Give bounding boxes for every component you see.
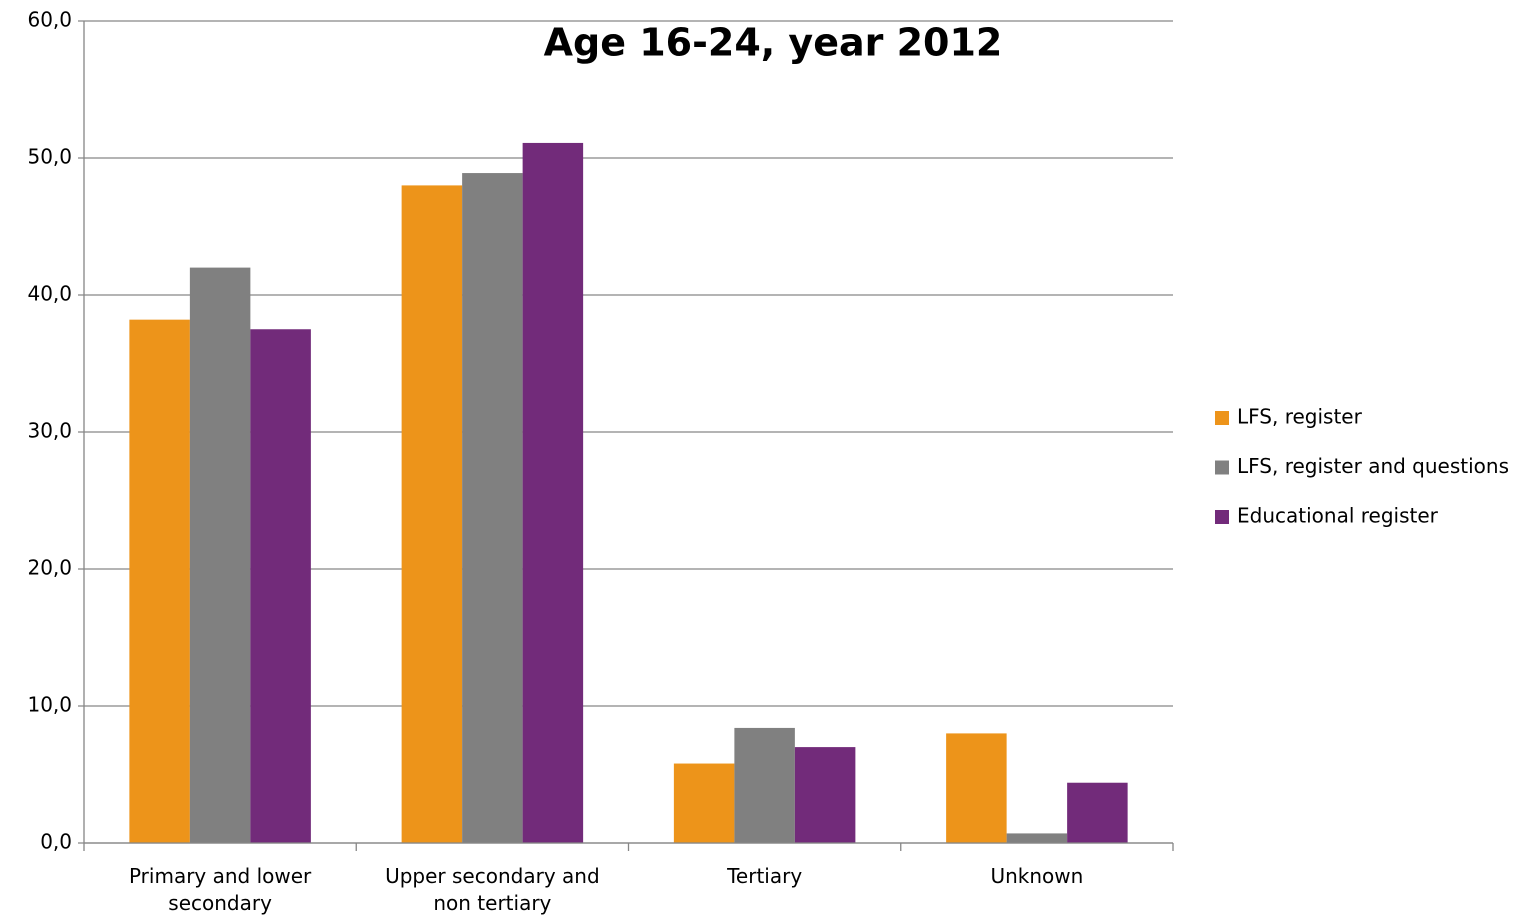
y-tick-label: 30,0	[27, 419, 72, 443]
y-tick-label: 60,0	[27, 8, 72, 32]
y-tick-label: 20,0	[27, 556, 72, 580]
bar	[1006, 833, 1068, 843]
bar	[522, 142, 584, 843]
x-tick-label: Unknown	[990, 864, 1084, 888]
x-tick-label: Primary and lower secondary	[128, 864, 312, 915]
legend-swatch	[1215, 460, 1229, 475]
bar	[129, 319, 190, 843]
bar	[734, 727, 795, 843]
bar	[794, 747, 856, 843]
y-tick-label: 50,0	[27, 145, 72, 169]
legend-label: LFS, register	[1237, 405, 1363, 429]
legend-label: LFS, register and questions	[1237, 454, 1509, 478]
y-tick-label: 10,0	[27, 693, 72, 717]
y-tick-label: 0,0	[40, 830, 72, 854]
bar	[462, 173, 523, 843]
bar	[1067, 782, 1128, 843]
chart-title: Age 16-24, year 2012	[544, 21, 1003, 65]
bar	[401, 185, 463, 843]
legend-swatch	[1215, 411, 1229, 425]
bar	[673, 763, 735, 843]
legend-label: Educational register	[1237, 504, 1439, 528]
x-tick-label: Upper secondary and non tertiary	[385, 864, 600, 915]
y-tick-label: 40,0	[27, 282, 72, 306]
legend-swatch	[1215, 510, 1229, 524]
x-tick-label: Tertiary	[727, 864, 803, 888]
bar	[946, 733, 1007, 843]
bar	[250, 329, 311, 843]
bar	[189, 267, 251, 844]
